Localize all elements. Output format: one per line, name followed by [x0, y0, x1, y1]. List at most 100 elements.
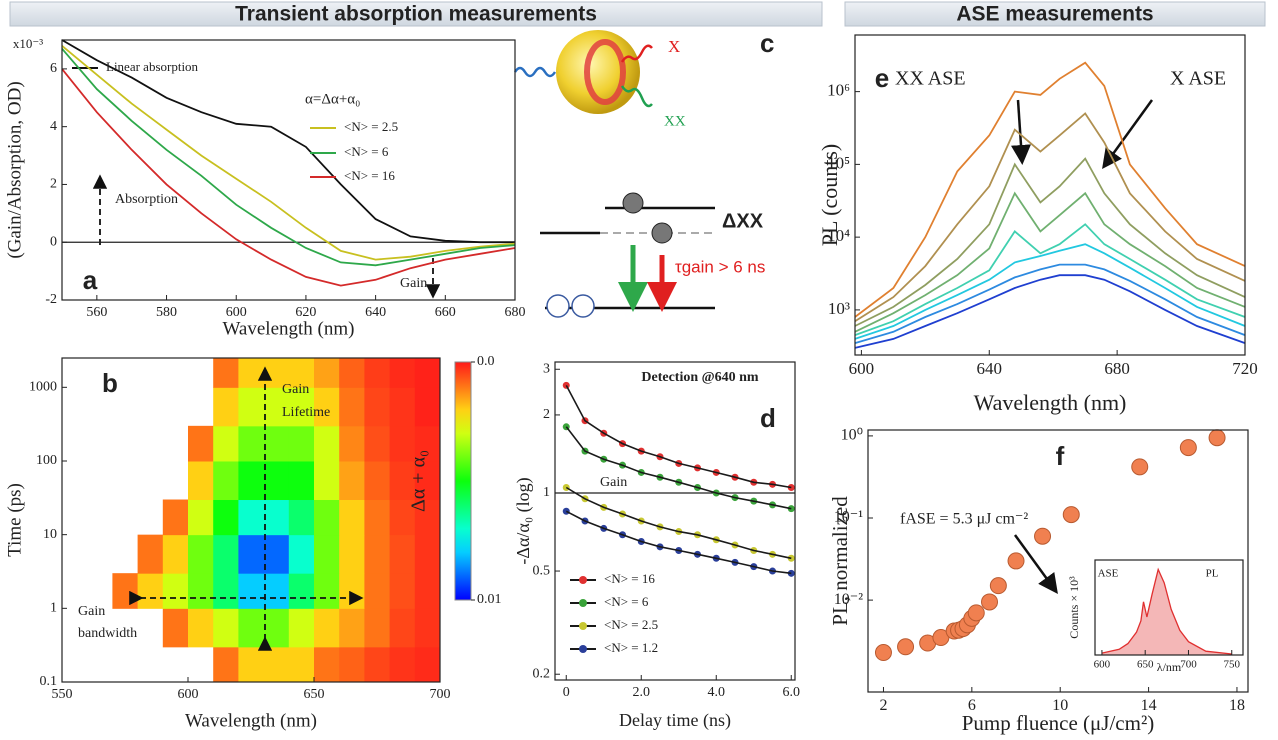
heatmap-cell — [364, 425, 391, 462]
heatmap-cell — [339, 499, 365, 536]
y-tick-label: -2 — [45, 292, 57, 307]
heatmap-cell — [314, 534, 340, 574]
y-tick-label: 10⁶ — [827, 81, 850, 100]
heatmap-cell — [314, 608, 340, 648]
y-tick-label: 10⁰ — [841, 427, 863, 444]
heatmap-cell — [162, 608, 189, 648]
y-tick-label: 1 — [50, 601, 57, 616]
heatmap-cell — [288, 573, 315, 609]
lifetime-label: τgain > 6 ns — [675, 257, 765, 276]
heatmap-cell — [414, 499, 441, 536]
data-point — [562, 381, 570, 389]
legend-title: α=Δα+α₀ — [305, 91, 360, 107]
annotation: ASE — [1098, 568, 1119, 580]
panel-label: c — [760, 28, 774, 58]
heatmap-cell — [263, 534, 290, 574]
data-point — [989, 577, 1007, 595]
heatmap-cell — [288, 425, 315, 462]
y-tick-label: 100 — [36, 453, 57, 468]
y-tick-label: 2 — [50, 177, 57, 192]
heatmap-cell — [188, 608, 214, 648]
series-line — [565, 426, 792, 510]
heatmap-cell — [188, 499, 214, 536]
x-tick-label: 640 — [977, 359, 1003, 378]
legend-swatch — [579, 576, 587, 584]
legend-swatch — [579, 599, 587, 607]
data-point — [981, 593, 999, 611]
plot-frame — [61, 39, 516, 301]
heatmap-cell — [364, 387, 391, 427]
inset-background — [1063, 548, 1247, 679]
series-line — [61, 39, 515, 244]
y-axis-label: Counts × 10³ — [1067, 576, 1081, 639]
heatmap-cell — [339, 425, 365, 462]
panel-label: b — [102, 368, 118, 398]
heatmap-cell — [238, 425, 265, 462]
heatmap-cell — [314, 425, 340, 462]
y-tick-label: 1 — [543, 485, 550, 500]
area-line — [1101, 567, 1232, 655]
panel-label: e — [875, 63, 889, 93]
series-line — [565, 510, 792, 575]
heatmap-cell — [188, 573, 214, 609]
axis-multiplier: x10⁻³ — [13, 36, 43, 51]
header-box — [9, 1, 823, 27]
data-point — [562, 483, 570, 491]
x-tick-label: 6.0 — [783, 685, 801, 700]
heatmap-cell — [339, 460, 365, 501]
x-tick-label: 0 — [563, 685, 570, 700]
x-tick-label: 600 — [849, 359, 875, 378]
heatmap-cell — [339, 608, 365, 648]
x-tick-label: 620 — [295, 305, 316, 320]
data-point — [1034, 527, 1052, 545]
y-tick-label: 10⁵ — [827, 153, 850, 172]
heatmap-cell — [414, 573, 441, 609]
heatmap-cell — [238, 534, 265, 574]
heatmap-cell — [213, 499, 239, 536]
annotation: XX ASE — [895, 68, 966, 90]
heatmap-cell — [314, 358, 340, 388]
heatmap-cell — [414, 608, 441, 648]
x-tick-label: 750 — [1223, 658, 1240, 670]
heatmap-cell — [162, 499, 189, 536]
heatmap-cell — [188, 534, 214, 574]
plot-frame — [61, 357, 441, 683]
heatmap-cell — [263, 608, 290, 648]
series-line — [854, 191, 1246, 333]
x-tick-label: 10 — [1052, 697, 1068, 714]
heatmap-cell — [213, 387, 239, 427]
heatmap-cell — [213, 358, 239, 388]
arrow — [1013, 534, 1058, 595]
annotation: Gain — [282, 382, 309, 397]
annotation-arrows — [92, 99, 1154, 595]
x-tick-label: 4.0 — [708, 685, 726, 700]
heatmap-cell — [238, 608, 265, 648]
heatmap-cell — [238, 573, 265, 609]
colorbar-tick-label: 0.01 — [477, 592, 502, 607]
x-tick-label: 2 — [879, 697, 887, 714]
legend-label: <N> = 16 — [604, 571, 655, 586]
heatmap-cell — [238, 387, 265, 427]
legend-swatch — [579, 645, 587, 653]
energy-label: ΔXX — [722, 210, 764, 232]
plot-frame — [1094, 559, 1244, 656]
series-line — [854, 274, 1246, 349]
heatmap-cell — [238, 499, 265, 536]
x-tick-label: 550 — [52, 687, 73, 702]
data-point — [1062, 506, 1080, 524]
y-tick-label: 0.5 — [533, 563, 551, 578]
series-line — [565, 385, 792, 489]
x-tick-label: 6 — [968, 697, 976, 714]
data-point — [874, 644, 892, 662]
heatmap-cell — [162, 573, 189, 609]
heatmap-cell — [213, 573, 239, 609]
legend-label: <N> = 6 — [344, 144, 389, 159]
y-tick-label: 0 — [50, 234, 57, 249]
annotation: Lifetime — [282, 405, 330, 420]
chart-title: Detection @640 nm — [641, 370, 759, 385]
series-line — [854, 243, 1246, 340]
annotation: X ASE — [1170, 68, 1226, 90]
heatmap-cell — [414, 534, 441, 574]
heatmap-cell — [339, 534, 365, 574]
